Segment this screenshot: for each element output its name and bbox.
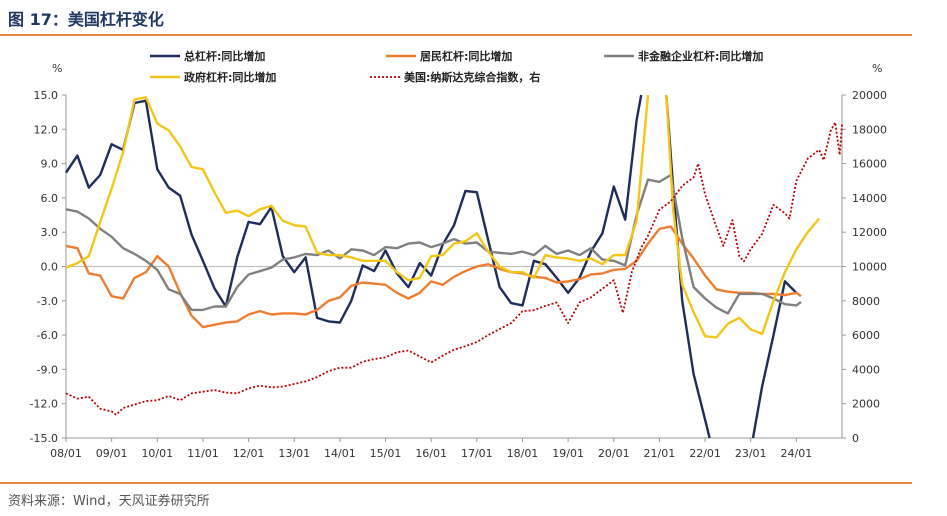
x-tick-label: 21/01: [644, 447, 676, 460]
y-right-tick-label: 12000: [852, 226, 887, 239]
y-right-tick-label: 8000: [852, 295, 880, 308]
y-right-tick-label: 10000: [852, 261, 887, 274]
y-right-tick-label: 20000: [852, 89, 887, 102]
x-tick-label: 10/01: [141, 447, 173, 460]
x-tick-label: 12/01: [233, 447, 265, 460]
legend-label: 非金融企业杠杆:同比增加: [638, 49, 763, 63]
y-left-tick-label: 12.0: [34, 123, 59, 136]
y-right-tick-label: 14000: [852, 192, 887, 205]
x-tick-label: 24/01: [781, 447, 813, 460]
series-line: [65, 121, 843, 416]
x-tick-label: 22/01: [689, 447, 721, 460]
x-tick-label: 13/01: [278, 447, 310, 460]
y-left-tick-label: -9.0: [37, 363, 58, 376]
x-tick-label: 14/01: [324, 447, 356, 460]
series-lines: [65, 94, 843, 439]
legend-label: 政府杠杆:同比增加: [184, 70, 276, 84]
y-left-tick-label: 9.0: [41, 158, 59, 171]
series-line: [751, 280, 798, 439]
y-right-tick-label: 4000: [852, 363, 880, 376]
y-left-tick-label: -12.0: [30, 398, 58, 411]
right-axis-unit: %: [872, 62, 882, 75]
y-left-tick-label: -15.0: [30, 432, 58, 445]
chart-canvas: % % 15.0 12.0 9.0 6.0 3.0 0.0 -3.0 -6.0 -9.0 -12.…: [30, 49, 887, 460]
left-axis-unit: %: [52, 62, 62, 75]
y-left-tick-label: 6.0: [41, 192, 59, 205]
legend-label: 美国:纳斯达克综合指数，右: [404, 70, 540, 84]
y-left-tick-label: -3.0: [37, 295, 58, 308]
legend-label: 总杠杆:同比增加: [184, 49, 265, 63]
x-tick-label: 11/01: [187, 447, 219, 460]
x-tick-label: 16/01: [415, 447, 447, 460]
bottom-divider: [0, 482, 912, 484]
y-left-tick-label: 15.0: [34, 89, 59, 102]
x-tick-label: 20/01: [598, 447, 630, 460]
x-tick-label: 18/01: [507, 447, 539, 460]
source-note: 资料来源：Wind，天风证券研究所: [8, 494, 210, 509]
series-line: [65, 94, 643, 324]
chart-title: 图 17：美国杠杆变化: [8, 10, 164, 29]
y-right-tick-label: 16000: [852, 158, 887, 171]
x-tick-label: 23/01: [735, 447, 767, 460]
axes: 15.0 12.0 9.0 6.0 3.0 0.0 -3.0 -6.0 -9.0 -12.0 -15…: [30, 89, 887, 460]
series-line: [665, 94, 821, 339]
x-tick-label: 15/01: [370, 447, 402, 460]
y-left-tick-label: 0.0: [41, 261, 59, 274]
top-divider: [0, 34, 912, 36]
legend-label: 居民杠杆:同比增加: [420, 49, 512, 63]
series-line: [65, 173, 802, 315]
y-left-tick-label: 3.0: [41, 226, 59, 239]
y-right-tick-label: 18000: [852, 123, 887, 136]
x-tick-label: 19/01: [552, 447, 584, 460]
series-line: [65, 94, 650, 282]
y-right-tick-label: 0: [852, 432, 859, 445]
x-tick-label: 09/01: [96, 447, 128, 460]
y-right-tick-label: 6000: [852, 329, 880, 342]
y-left-tick-label: -6.0: [37, 329, 58, 342]
y-right-tick-label: 2000: [852, 398, 880, 411]
x-tick-label: 08/01: [50, 447, 82, 460]
x-tick-label: 17/01: [461, 447, 493, 460]
